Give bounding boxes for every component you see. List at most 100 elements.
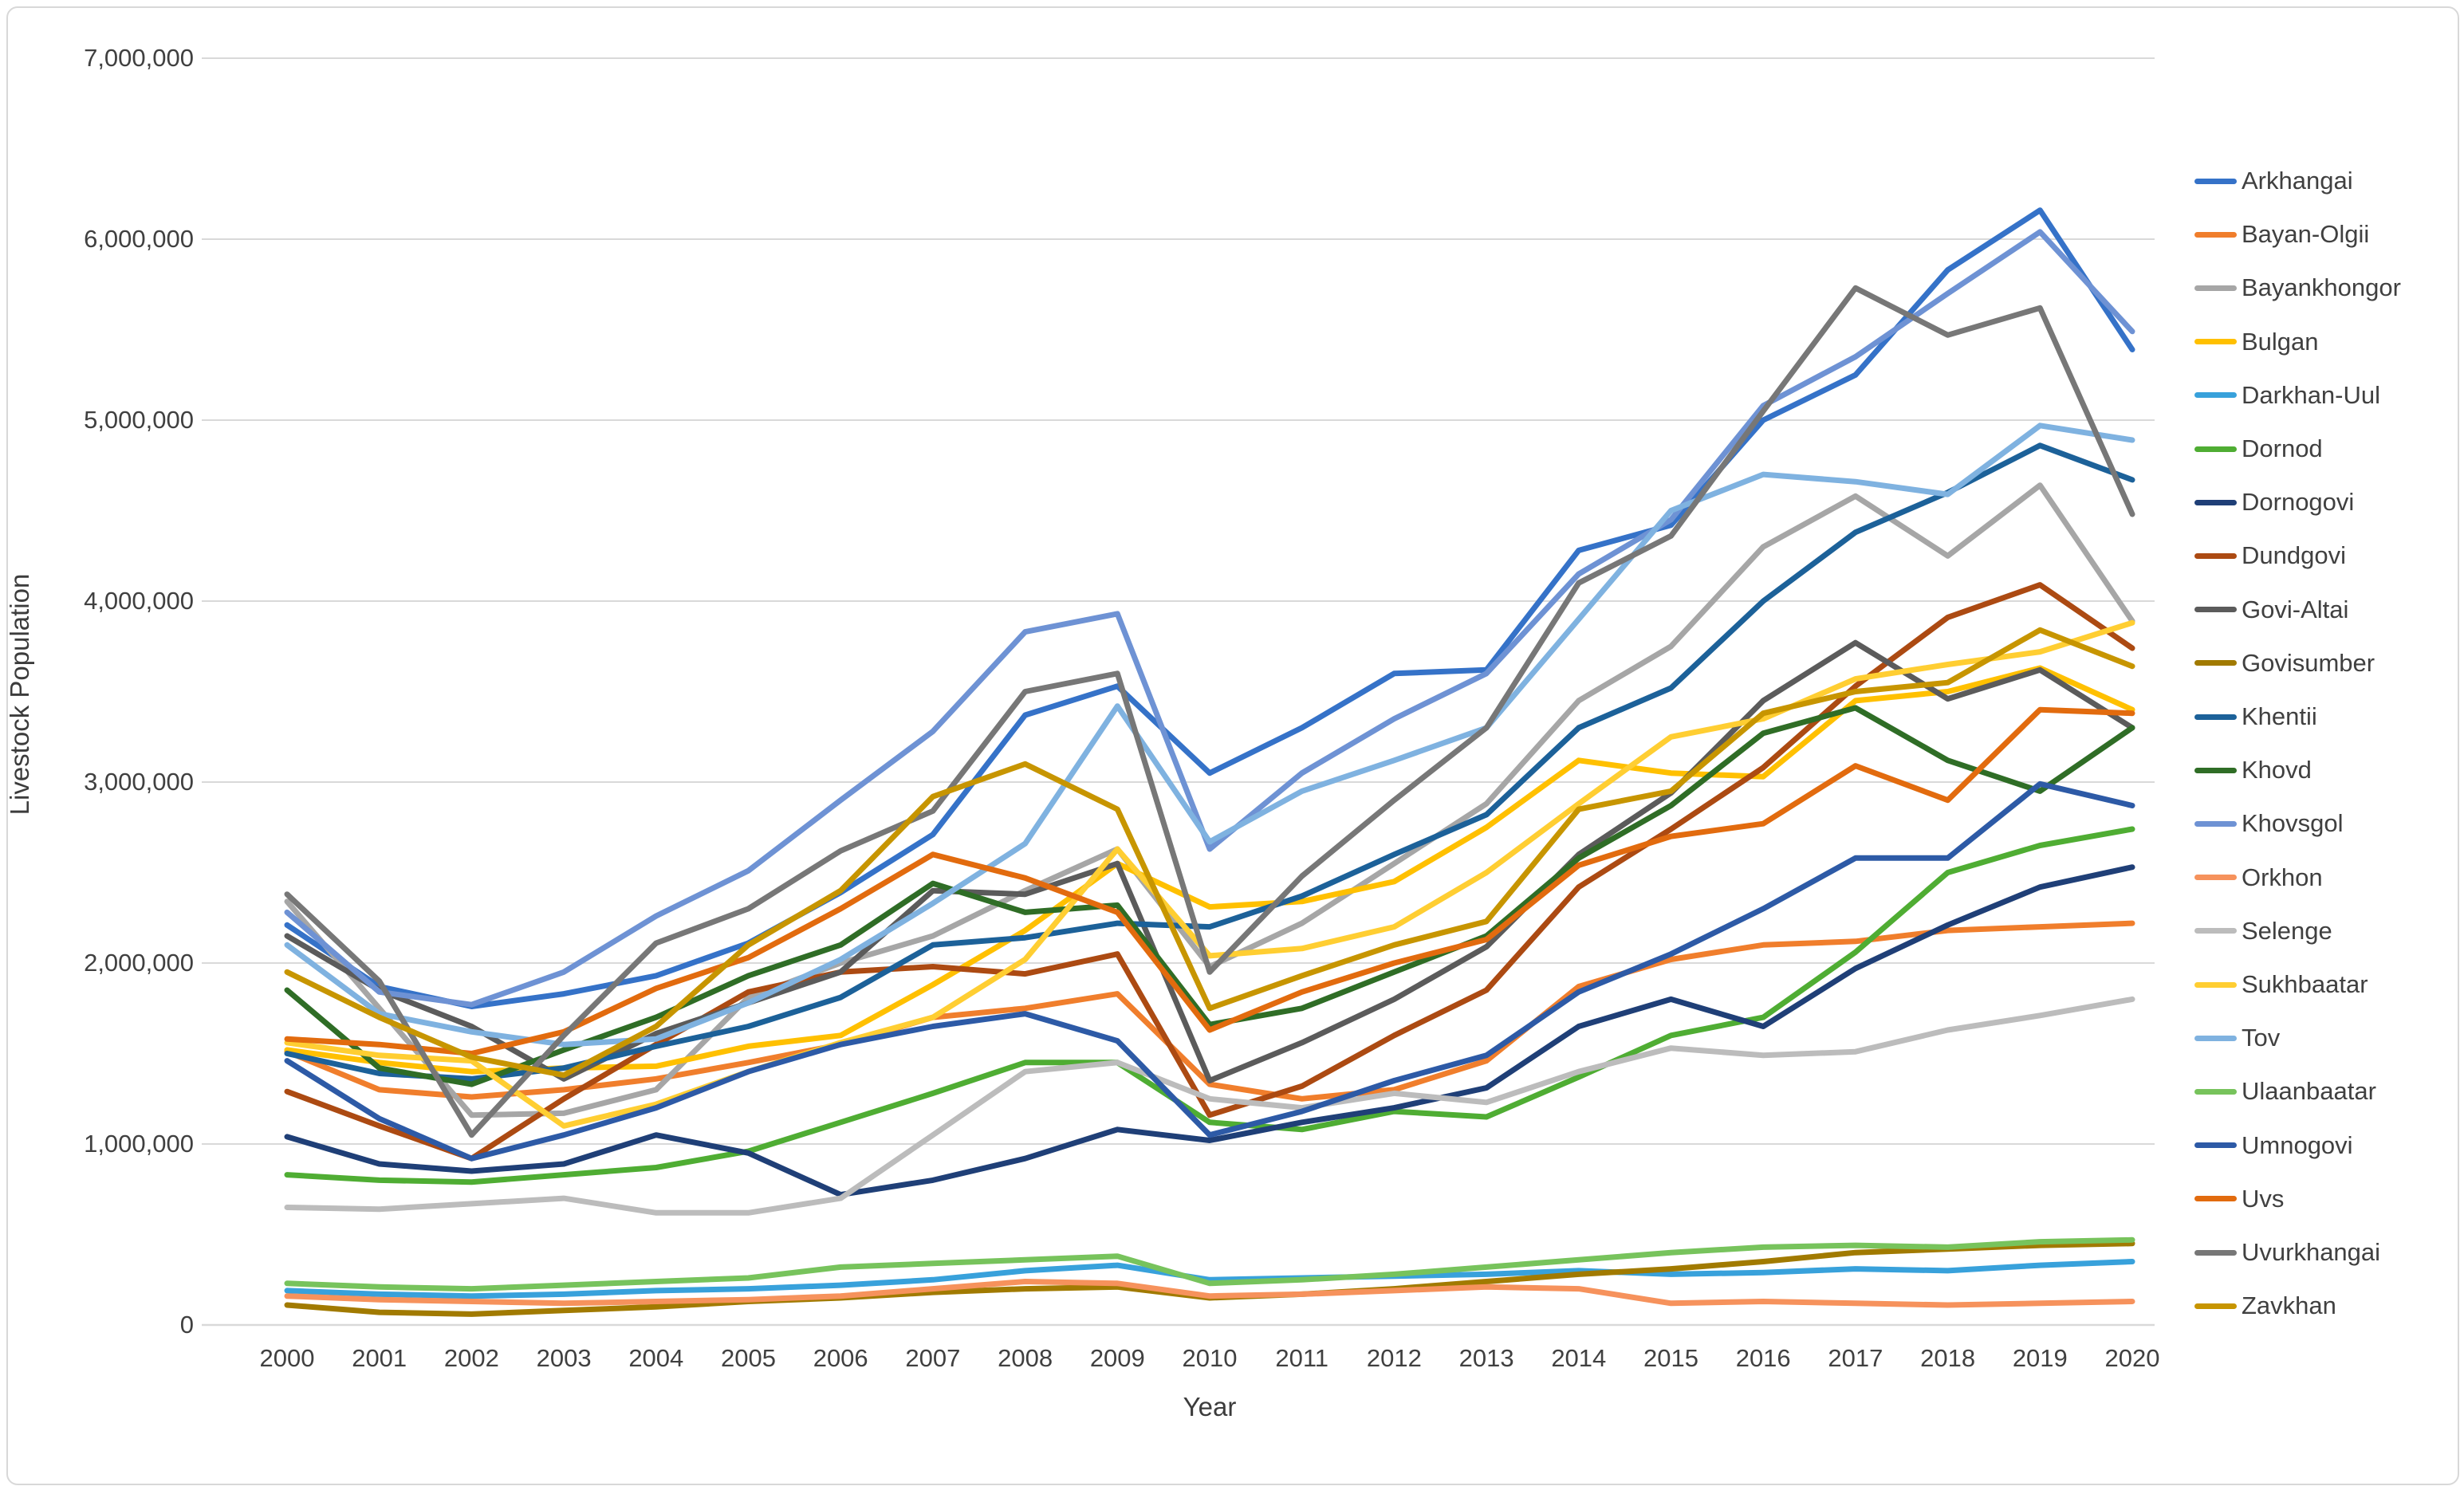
legend-swatch-icon	[2194, 981, 2237, 988]
legend-label: Govisumber	[2242, 648, 2375, 677]
series-line-bulgan	[284, 665, 2135, 1075]
legend-item-uvs: Uvs	[2194, 1183, 2284, 1215]
legend-label: Dornogovi	[2242, 488, 2355, 517]
legend-label: Ulaanbaatar	[2242, 1077, 2376, 1106]
legend-swatch-icon	[2194, 285, 2237, 291]
legend-item-selenge: Selenge	[2194, 915, 2332, 947]
series-lines	[284, 207, 2135, 1317]
x-tick-label: 2004	[628, 1344, 684, 1372]
legend-item-umnogovi: Umnogovi	[2194, 1130, 2353, 1162]
legend-swatch-icon	[2194, 820, 2237, 827]
legend-item-dornod: Dornod	[2194, 433, 2323, 465]
legend-label: Selenge	[2242, 916, 2332, 945]
x-tick-label: 2019	[2012, 1344, 2068, 1372]
legend-item-bayan-olgii: Bayan-Olgii	[2194, 218, 2369, 250]
x-tick-label: 2016	[1735, 1344, 1791, 1372]
y-tick-label: 0	[179, 1311, 194, 1339]
legend-label: Bulgan	[2242, 327, 2319, 356]
legend-swatch-icon	[2194, 231, 2237, 238]
y-tick-label: 4,000,000	[84, 587, 194, 615]
legend-label: Bayan-Olgii	[2242, 220, 2370, 249]
legend-item-arkhangai: Arkhangai	[2194, 165, 2353, 197]
legend-swatch-icon	[2194, 607, 2237, 613]
y-axis-title: Livestock Population	[5, 573, 34, 816]
legend-item-khovsgol: Khovsgol	[2194, 808, 2344, 839]
legend-item-tov: Tov	[2194, 1022, 2280, 1054]
legend-label: Uvurkhangai	[2242, 1238, 2381, 1266]
series-line-dornod	[284, 826, 2135, 1185]
legend-swatch-icon	[2194, 552, 2237, 559]
legend-item-uvurkhangai: Uvurkhangai	[2194, 1236, 2380, 1268]
legend-item-orkhon: Orkhon	[2194, 862, 2323, 894]
legend-swatch-icon	[2194, 1196, 2237, 1202]
x-tick-label: 2001	[352, 1344, 407, 1372]
legend-label: Khentii	[2242, 702, 2317, 730]
series-line-umnogovi	[284, 780, 2135, 1162]
x-tick-label: 2012	[1366, 1344, 1422, 1372]
x-tick-label: 2008	[998, 1344, 1053, 1372]
legend-label: Darkhan-Uul	[2242, 380, 2381, 409]
legend-swatch-icon	[2194, 1142, 2237, 1149]
legend-swatch-icon	[2194, 446, 2237, 452]
legend-swatch-icon	[2194, 1303, 2237, 1309]
y-tick-label: 3,000,000	[84, 768, 194, 796]
x-tick-label: 2003	[536, 1344, 592, 1372]
legend-label: Sukhbaatar	[2242, 970, 2368, 998]
y-tick-label: 1,000,000	[84, 1130, 194, 1158]
legend-swatch-icon	[2194, 178, 2237, 184]
legend-swatch-icon	[2194, 875, 2237, 881]
x-tick-label: 2015	[1643, 1344, 1698, 1372]
legend-label: Arkhangai	[2242, 167, 2353, 195]
legend-item-darkhan-uul: Darkhan-Uul	[2194, 379, 2380, 411]
legend-swatch-icon	[2194, 714, 2237, 720]
legend-label: Bayankhongor	[2242, 273, 2401, 302]
series-line-uvurkhangai	[284, 285, 2135, 1138]
series-line-sukhbaatar	[284, 619, 2135, 1129]
legend-label: Uvs	[2242, 1184, 2285, 1213]
legend-label: Zavkhan	[2242, 1291, 2336, 1320]
legend-label: Tov	[2242, 1024, 2281, 1052]
series-line-selenge	[284, 996, 2135, 1216]
y-tick-label: 5,000,000	[84, 406, 194, 434]
x-tick-label: 2018	[1920, 1344, 1976, 1372]
x-tick-label: 2007	[905, 1344, 961, 1372]
x-tick-label: 2014	[1551, 1344, 1607, 1372]
legend-label: Khovd	[2242, 756, 2312, 784]
legend-item-ulaanbaatar: Ulaanbaatar	[2194, 1075, 2376, 1107]
series-line-dornogovi	[284, 864, 2135, 1198]
legend-swatch-icon	[2194, 660, 2237, 666]
x-axis-title: Year	[1183, 1392, 1237, 1421]
legend-label: Umnogovi	[2242, 1130, 2353, 1159]
series-line-govi-altai	[284, 639, 2135, 1083]
y-tick-label: 6,000,000	[84, 225, 194, 253]
legend-item-dornogovi: Dornogovi	[2194, 486, 2354, 518]
series-line-khovsgol	[284, 229, 2135, 1008]
series-line-khovd	[284, 705, 2135, 1087]
legend-item-sukhbaatar: Sukhbaatar	[2194, 969, 2368, 1001]
legend-item-bulgan: Bulgan	[2194, 326, 2319, 358]
legend-swatch-icon	[2194, 339, 2237, 345]
x-tick-label: 2011	[1275, 1344, 1329, 1372]
legend-item-govisumber: Govisumber	[2194, 647, 2375, 679]
legend-swatch-icon	[2194, 1088, 2237, 1095]
legend-swatch-icon	[2194, 499, 2237, 505]
y-tick-label: 7,000,000	[84, 44, 194, 72]
x-tick-label: 2020	[2104, 1344, 2160, 1372]
series-line-bayan-olgii	[284, 920, 2135, 1102]
y-tick-label: 2,000,000	[84, 949, 194, 977]
x-tick-label: 2010	[1182, 1344, 1238, 1372]
legend-swatch-icon	[2194, 392, 2237, 399]
x-tick-label: 2000	[259, 1344, 315, 1372]
legend-item-govi-altai: Govi-Altai	[2194, 594, 2348, 626]
legend-label: Orkhon	[2242, 863, 2323, 891]
legend-item-khentii: Khentii	[2194, 701, 2317, 733]
x-tick-label: 2009	[1089, 1344, 1145, 1372]
x-tick-label: 2006	[813, 1344, 868, 1372]
x-tick-label: 2017	[1828, 1344, 1883, 1372]
legend-item-bayankhongor: Bayankhongor	[2194, 272, 2401, 304]
series-line-uvs	[284, 706, 2135, 1056]
legend-label: Govi-Altai	[2242, 595, 2349, 623]
x-tick-label: 2005	[721, 1344, 776, 1372]
